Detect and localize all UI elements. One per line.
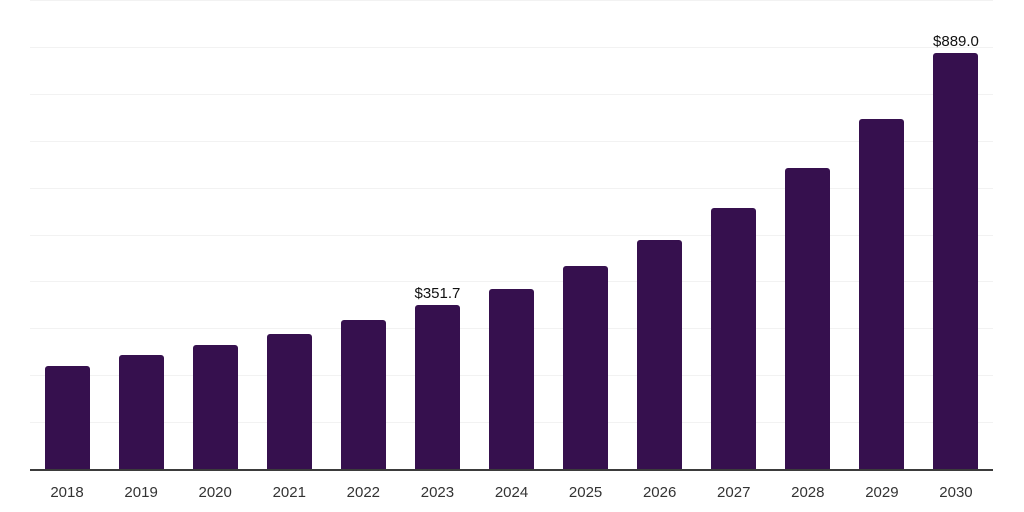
bar-2029 <box>859 119 905 470</box>
bar-2026 <box>637 240 683 470</box>
bar-2024 <box>489 288 534 470</box>
x-tick-2024: 2024 <box>494 484 529 501</box>
x-tick-2018: 2018 <box>50 484 84 501</box>
bar-slot-2023: $351.7 <box>400 1 474 470</box>
x-tick-2028: 2028 <box>791 484 825 501</box>
bar-2021 <box>266 333 312 470</box>
gridline-400 <box>30 281 993 283</box>
bar-slot-2026 <box>623 1 697 470</box>
gridline-900 <box>30 46 993 48</box>
x-axis-line <box>30 469 993 471</box>
bar-2028 <box>785 168 831 470</box>
bar-slot-2019 <box>104 1 178 470</box>
gridline-600 <box>30 187 993 189</box>
bar-2023 <box>414 305 460 470</box>
bar-slot-2020 <box>178 1 252 470</box>
x-axis-labels: 2018 2019 2020 2021 2022 2023 2024 2025 2026 2027… <box>30 484 993 502</box>
gridline-500 <box>30 234 993 236</box>
x-tick-2029: 2029 <box>865 484 899 501</box>
data-label-2023: $351.7 <box>414 285 461 303</box>
gridline-1000 <box>30 0 993 1</box>
bar-2022 <box>340 320 386 470</box>
bar-slot-2024 <box>474 1 548 470</box>
gridline-800 <box>30 93 993 95</box>
bar-2019 <box>118 355 164 470</box>
bar-slot-2025 <box>549 1 623 470</box>
x-tick-2023: 2023 <box>420 484 455 501</box>
x-tick-2019: 2019 <box>124 484 158 501</box>
bar-slot-2029 <box>845 1 919 470</box>
plot-area: $351.7 $889.0 <box>30 0 993 470</box>
data-label-2030: $889.0 <box>933 33 979 51</box>
x-tick-2022: 2022 <box>346 484 381 501</box>
x-tick-2027: 2027 <box>717 484 751 501</box>
x-tick-2026: 2026 <box>642 484 677 501</box>
bar-slot-2028 <box>771 1 845 470</box>
x-tick-2020: 2020 <box>198 484 232 501</box>
bar-slot-2018 <box>30 1 104 470</box>
x-tick-2025: 2025 <box>568 484 603 501</box>
bar-2018 <box>44 366 90 470</box>
x-tick-2021: 2021 <box>272 484 306 501</box>
bar-slot-2021 <box>252 1 326 470</box>
x-tick-2030: 2030 <box>939 484 973 501</box>
bar-2025 <box>563 265 609 470</box>
bars-layer: $351.7 $889.0 <box>30 1 993 470</box>
bar-2020 <box>192 345 238 470</box>
bar-slot-2030: $889.0 <box>919 1 993 470</box>
bar-2027 <box>711 208 757 470</box>
bar-2030 <box>933 53 979 470</box>
bar-slot-2027 <box>697 1 771 470</box>
gridline-700 <box>30 140 993 142</box>
bar-slot-2022 <box>326 1 400 470</box>
